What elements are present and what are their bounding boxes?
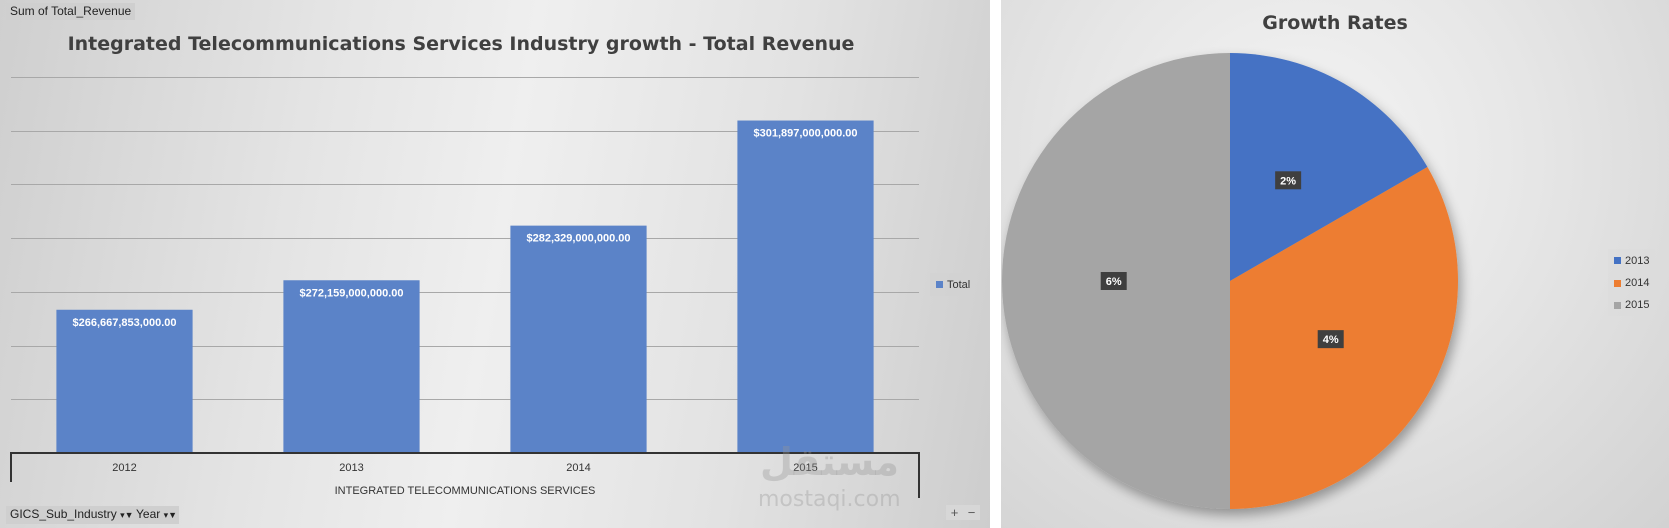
bar-data-label: $266,667,853,000.00 <box>73 317 177 329</box>
pie-slice-2014[interactable] <box>1230 167 1458 509</box>
pie-label-box <box>1100 272 1127 290</box>
x-tick-label: 2014 <box>566 462 590 474</box>
bar-legend: Total <box>930 273 977 296</box>
legend-swatch <box>1614 279 1621 287</box>
bar-chart-plot: $266,667,853,000.00 $272,159,000,000.00 $2… <box>10 77 920 498</box>
x-tick-label: 2013 <box>339 462 363 474</box>
bar-2014[interactable] <box>510 225 647 453</box>
pie-chart-title: Growth Rates <box>1262 12 1408 34</box>
legend-item-2014: 2014 <box>1608 272 1655 294</box>
pie-data-label: 2% <box>1275 171 1302 190</box>
legend-label: 2014 <box>1625 277 1650 289</box>
value-field-button[interactable]: Sum of Total_Revenue <box>6 3 136 20</box>
bar-chart-title: Integrated Telecommunications Services I… <box>67 33 855 55</box>
pie-label-text: 2% <box>1280 175 1296 187</box>
filter-button-gics-sub-industry[interactable]: GICS_Sub_Industry ▾▼ <box>6 506 136 524</box>
filter-label: Year <box>136 507 161 521</box>
bar-data-label: $272,159,000,000.00 <box>300 287 404 299</box>
x-tick-label: 2012 <box>112 462 136 474</box>
legend-swatch <box>1614 301 1621 309</box>
pie-label-box <box>1317 330 1344 349</box>
legend-item-2015: 2015 <box>1608 294 1655 316</box>
filter-dropdown-icon: ▾▼ <box>120 510 134 520</box>
pie-chart-panel: Growth Rates 2% 4% 6% 2013 2014 2015 <box>1001 0 1669 528</box>
bar-data-label: $282,329,000,000.00 <box>527 233 631 245</box>
watermark-arabic: مستقل <box>760 440 899 484</box>
x-tick-label: 2015 <box>793 462 817 474</box>
category-axis-frame <box>10 452 920 498</box>
pie-data-label: 4% <box>1317 330 1344 349</box>
filter-dropdown-icon: ▾▼ <box>163 510 178 520</box>
filter-label: GICS_Sub_Industry <box>10 507 117 521</box>
pie-chart-plot: 2% 4% 6% <box>1002 53 1458 509</box>
legend-item-total: Total <box>930 273 976 296</box>
legend-label: 2015 <box>1625 299 1650 311</box>
collapse-field-button[interactable]: − <box>963 505 980 520</box>
bar-data-label: $301,897,000,000.00 <box>754 128 858 140</box>
group-axis-label: INTEGRATED TELECOMMUNICATIONS SERVICES <box>335 485 596 497</box>
pie-data-label: 6% <box>1100 272 1127 290</box>
legend-label: 2013 <box>1625 254 1650 267</box>
expand-field-button[interactable]: + <box>946 505 963 520</box>
pie-label-text: 4% <box>1323 334 1339 346</box>
pie-legend: 2013 2014 2015 <box>1608 249 1656 316</box>
filter-button-year[interactable]: Year ▾▼ <box>132 506 180 524</box>
bar-chart-panel: Sum of Total_Revenue Integrated Telecomm… <box>0 0 990 528</box>
pie-label-text: 6% <box>1106 276 1122 288</box>
legend-swatch <box>1614 257 1621 264</box>
pie-slice-2013[interactable] <box>1230 53 1428 281</box>
bar-2012[interactable] <box>56 309 193 453</box>
watermark-latin: mostaqi.com <box>758 487 901 512</box>
legend-label: Total <box>947 278 971 291</box>
bar-2013[interactable] <box>283 280 420 453</box>
legend-item-2013: 2013 <box>1608 249 1655 272</box>
pie-label-box <box>1275 171 1302 190</box>
bar-2015[interactable] <box>737 120 874 453</box>
legend-swatch <box>936 281 943 288</box>
